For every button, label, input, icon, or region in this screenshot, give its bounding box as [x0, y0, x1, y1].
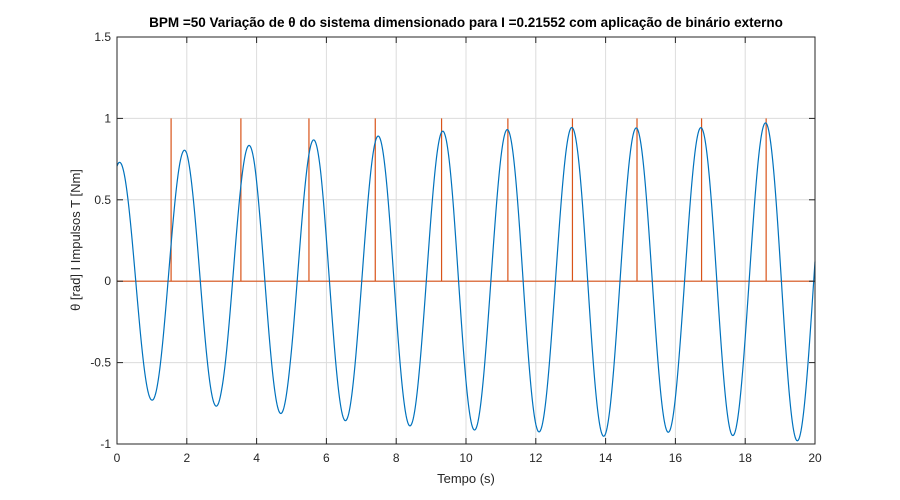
y-axis-label: θ [rad] I Impulsos T [Nm]	[68, 169, 83, 311]
y-tick-label: 0	[104, 274, 111, 288]
x-axis-label: Tempo (s)	[437, 471, 495, 486]
y-tick-label: -0.5	[90, 356, 111, 370]
x-tick-label: 16	[669, 451, 683, 465]
theta-line	[116, 122, 816, 442]
x-tick-label: 10	[459, 451, 473, 465]
x-tick-label: 6	[323, 451, 330, 465]
x-tick-label: 4	[253, 451, 260, 465]
x-tick-label: 14	[599, 451, 613, 465]
x-tick-label: 2	[183, 451, 190, 465]
x-tick-label: 12	[529, 451, 543, 465]
y-tick-label: -1	[100, 437, 111, 451]
ticks: 0 2 4 6 8 10 12 14 16 18 20 -1 -0.5 0 0.5 1 1.5	[90, 30, 822, 465]
x-tick-label: 20	[808, 451, 822, 465]
series-layer	[116, 118, 816, 442]
y-tick-label: 1	[104, 111, 111, 125]
y-tick-label: 0.5	[94, 193, 111, 207]
x-tick-label: 8	[393, 451, 400, 465]
x-tick-label: 18	[739, 451, 753, 465]
chart-title: BPM =50 Variação de θ do sistema dimensi…	[149, 15, 783, 30]
y-tick-label: 1.5	[94, 30, 111, 44]
x-tick-label: 0	[114, 451, 121, 465]
